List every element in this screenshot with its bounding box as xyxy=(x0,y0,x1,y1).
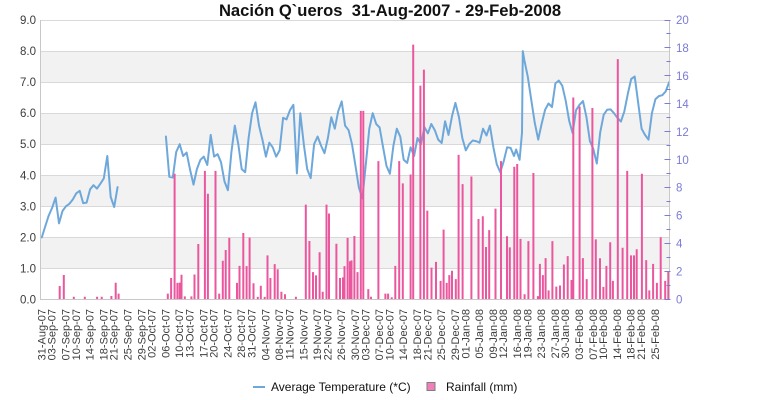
svg-text:14-Sep-07: 14-Sep-07 xyxy=(85,309,97,360)
svg-text:07-Dec-07: 07-Dec-07 xyxy=(374,309,386,360)
svg-text:26-Nov-07: 26-Nov-07 xyxy=(336,309,348,360)
svg-text:05-Jan-08: 05-Jan-08 xyxy=(474,309,486,359)
svg-text:22-Nov-07: 22-Nov-07 xyxy=(322,309,334,360)
svg-text:Average Temperature (*C): Average Temperature (*C) xyxy=(271,380,411,394)
svg-text:28-Oct-07: 28-Oct-07 xyxy=(236,309,248,358)
svg-text:08-Nov-07: 08-Nov-07 xyxy=(274,309,286,360)
svg-text:21-Sep-07: 21-Sep-07 xyxy=(109,309,121,360)
svg-text:01-Jan-08: 01-Jan-08 xyxy=(460,309,472,359)
svg-text:07-Feb-08: 07-Feb-08 xyxy=(588,309,600,360)
svg-text:15-Nov-07: 15-Nov-07 xyxy=(298,309,310,360)
svg-text:27-Jan-08: 27-Jan-08 xyxy=(550,309,562,359)
svg-text:31-Aug-07: 31-Aug-07 xyxy=(36,309,48,360)
svg-text:13-Oct-07: 13-Oct-07 xyxy=(185,309,197,358)
svg-text:21-Feb-08: 21-Feb-08 xyxy=(636,309,648,360)
svg-text:21-Dec-07: 21-Dec-07 xyxy=(422,309,434,360)
svg-text:18-Feb-08: 18-Feb-08 xyxy=(626,309,638,360)
svg-text:30-Nov-07: 30-Nov-07 xyxy=(350,309,362,360)
svg-text:14-Dec-07: 14-Dec-07 xyxy=(398,309,410,360)
svg-text:03-Dec-07: 03-Dec-07 xyxy=(360,309,372,360)
svg-text:19-Nov-07: 19-Nov-07 xyxy=(312,309,324,360)
svg-text:30-Jan-08: 30-Jan-08 xyxy=(560,309,572,359)
svg-text:10-Oct-07: 10-Oct-07 xyxy=(174,309,186,358)
svg-text:31-Oct-07: 31-Oct-07 xyxy=(247,309,259,358)
svg-text:16-Jan-08: 16-Jan-08 xyxy=(512,309,524,359)
svg-text:04-Nov-07: 04-Nov-07 xyxy=(260,309,272,360)
svg-text:6.0: 6.0 xyxy=(20,108,36,120)
svg-text:29-Sep-07: 29-Sep-07 xyxy=(136,309,148,360)
svg-text:23-Jan-08: 23-Jan-08 xyxy=(536,309,548,359)
svg-text:19-Jan-08: 19-Jan-08 xyxy=(522,309,534,359)
svg-text:12: 12 xyxy=(676,127,689,139)
svg-text:14: 14 xyxy=(676,99,689,111)
svg-text:18-Sep-07: 18-Sep-07 xyxy=(98,309,110,360)
svg-text:Nación Q`ueros 31-Aug-2007 -: Nación Q`ueros 31-Aug-2007 - 29-Feb-2008 xyxy=(219,1,561,20)
svg-text:6: 6 xyxy=(676,211,682,223)
svg-text:10-Sep-07: 10-Sep-07 xyxy=(71,309,83,360)
svg-text:24-Oct-07: 24-Oct-07 xyxy=(222,309,234,358)
svg-text:0.0: 0.0 xyxy=(20,295,36,307)
svg-text:4.0: 4.0 xyxy=(20,170,36,182)
svg-text:10-Feb-08: 10-Feb-08 xyxy=(598,309,610,360)
svg-text:9.0: 9.0 xyxy=(20,15,36,27)
svg-text:17-Oct-07: 17-Oct-07 xyxy=(198,309,210,358)
svg-text:20-Oct-07: 20-Oct-07 xyxy=(209,309,221,358)
svg-text:16: 16 xyxy=(676,71,689,83)
svg-text:18-Dec-07: 18-Dec-07 xyxy=(412,309,424,360)
svg-text:8.0: 8.0 xyxy=(20,46,36,58)
svg-text:10-Dec-07: 10-Dec-07 xyxy=(384,309,396,360)
svg-text:0: 0 xyxy=(676,295,682,307)
svg-text:18: 18 xyxy=(676,43,689,55)
svg-text:2.0: 2.0 xyxy=(20,232,36,244)
svg-text:25-Sep-07: 25-Sep-07 xyxy=(123,309,135,360)
svg-text:12-Jan-08: 12-Jan-08 xyxy=(498,309,510,359)
svg-text:25-Dec-07: 25-Dec-07 xyxy=(436,309,448,360)
svg-text:09-Jan-08: 09-Jan-08 xyxy=(488,309,500,359)
svg-text:2: 2 xyxy=(676,267,682,279)
svg-text:03-Sep-07: 03-Sep-07 xyxy=(47,309,59,360)
svg-text:25-Feb-08: 25-Feb-08 xyxy=(650,309,662,360)
svg-text:8: 8 xyxy=(676,183,682,195)
svg-text:1.0: 1.0 xyxy=(20,263,36,275)
svg-text:7.0: 7.0 xyxy=(20,77,36,89)
svg-text:02-Oct-07: 02-Oct-07 xyxy=(147,309,159,358)
svg-text:06-Oct-07: 06-Oct-07 xyxy=(160,309,172,358)
svg-text:3.0: 3.0 xyxy=(20,201,36,213)
svg-text:Rainfall (mm): Rainfall (mm) xyxy=(446,380,517,394)
svg-text:07-Sep-07: 07-Sep-07 xyxy=(60,309,72,360)
svg-text:4: 4 xyxy=(676,239,683,251)
svg-text:14-Feb-08: 14-Feb-08 xyxy=(612,309,624,360)
svg-text:20: 20 xyxy=(676,15,689,27)
svg-text:29-Dec-07: 29-Dec-07 xyxy=(450,309,462,360)
svg-text:11-Nov-07: 11-Nov-07 xyxy=(285,309,297,360)
svg-text:03-Feb-08: 03-Feb-08 xyxy=(574,309,586,360)
svg-text:5.0: 5.0 xyxy=(20,139,36,151)
svg-text:10: 10 xyxy=(676,155,689,167)
